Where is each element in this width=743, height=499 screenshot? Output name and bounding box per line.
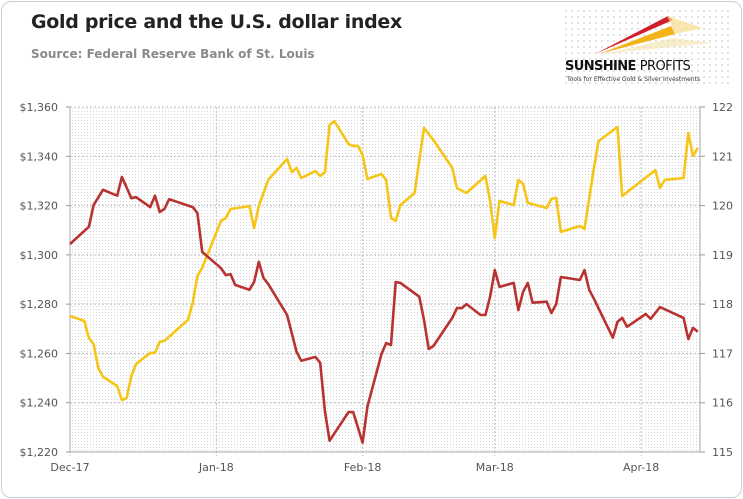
- sunrays-logo-icon: [595, 16, 713, 54]
- chart-title: Gold price and the U.S. dollar index: [31, 11, 402, 33]
- y-left-tick-label: $1,280: [20, 298, 59, 311]
- y-left-tick-label: $1,260: [20, 347, 59, 360]
- y-right-tick-label: 116: [712, 397, 733, 410]
- x-tick-label: Mar-18: [476, 461, 514, 474]
- logo-name: SUNSHINE PROFITS: [565, 59, 691, 74]
- y-left-tick-label: $1,300: [20, 249, 59, 262]
- y-right-tick-label: 118: [712, 298, 733, 311]
- y-left-tick-label: $1,320: [20, 200, 59, 213]
- y-right-tick-label: 119: [712, 249, 733, 262]
- y-left-tick-label: $1,240: [20, 397, 59, 410]
- x-tick-label: Dec-17: [50, 461, 89, 474]
- x-tick-label: Feb-18: [344, 461, 381, 474]
- y-right-tick-label: 121: [712, 150, 733, 163]
- y-right-tick-label: 115: [712, 446, 733, 459]
- y-right-tick-label: 117: [712, 347, 733, 360]
- sunshine-profits-logo: SUNSHINE PROFITS Tools for Effective Gol…: [563, 8, 733, 88]
- y-right-tick-label: 120: [712, 200, 733, 213]
- chart-source: Source: Federal Reserve Bank of St. Loui…: [31, 47, 315, 61]
- series-line-usd: [69, 175, 699, 444]
- y-right-tick-label: 122: [712, 101, 733, 114]
- y-left-tick-label: $1,340: [20, 150, 59, 163]
- y-left-tick-label: $1,360: [20, 101, 59, 114]
- plot-area: [70, 107, 700, 452]
- y-left-tick-label: $1,220: [20, 446, 59, 459]
- series-line-gold: [69, 119, 699, 402]
- x-tick-label: Jan-18: [198, 461, 234, 474]
- x-tick-label: Apr-18: [623, 461, 659, 474]
- logo-tagline: Tools for Effective Gold & Silver Invest…: [567, 76, 701, 83]
